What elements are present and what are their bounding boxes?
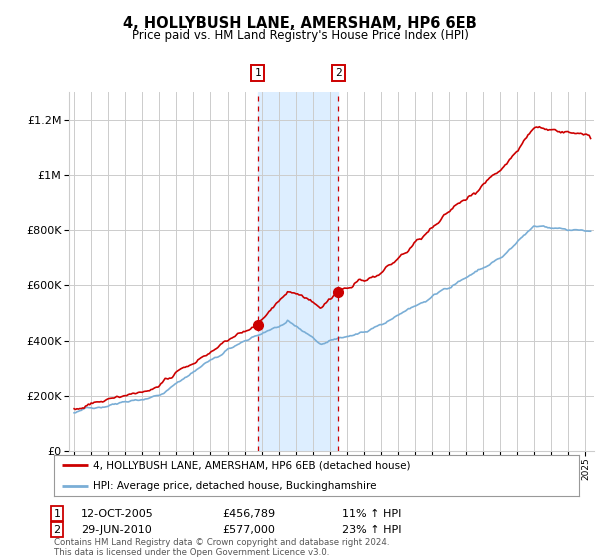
Text: 4, HOLLYBUSH LANE, AMERSHAM, HP6 6EB: 4, HOLLYBUSH LANE, AMERSHAM, HP6 6EB [123,16,477,31]
Text: 4, HOLLYBUSH LANE, AMERSHAM, HP6 6EB (detached house): 4, HOLLYBUSH LANE, AMERSHAM, HP6 6EB (de… [94,460,411,470]
Bar [258,92,338,451]
Text: £456,789: £456,789 [222,508,275,519]
Text: HPI: Average price, detached house, Buckinghamshire: HPI: Average price, detached house, Buck… [94,480,377,491]
Text: 11% ↑ HPI: 11% ↑ HPI [342,508,401,519]
Text: 2: 2 [53,525,61,535]
Text: £577,000: £577,000 [222,525,275,535]
Text: 2: 2 [335,68,341,78]
Text: 1: 1 [254,68,261,78]
Text: Price paid vs. HM Land Registry's House Price Index (HPI): Price paid vs. HM Land Registry's House … [131,29,469,42]
Text: 1: 1 [53,508,61,519]
Text: Contains HM Land Registry data © Crown copyright and database right 2024.
This d: Contains HM Land Registry data © Crown c… [54,538,389,557]
Text: 29-JUN-2010: 29-JUN-2010 [81,525,152,535]
Text: 23% ↑ HPI: 23% ↑ HPI [342,525,401,535]
Text: 12-OCT-2005: 12-OCT-2005 [81,508,154,519]
